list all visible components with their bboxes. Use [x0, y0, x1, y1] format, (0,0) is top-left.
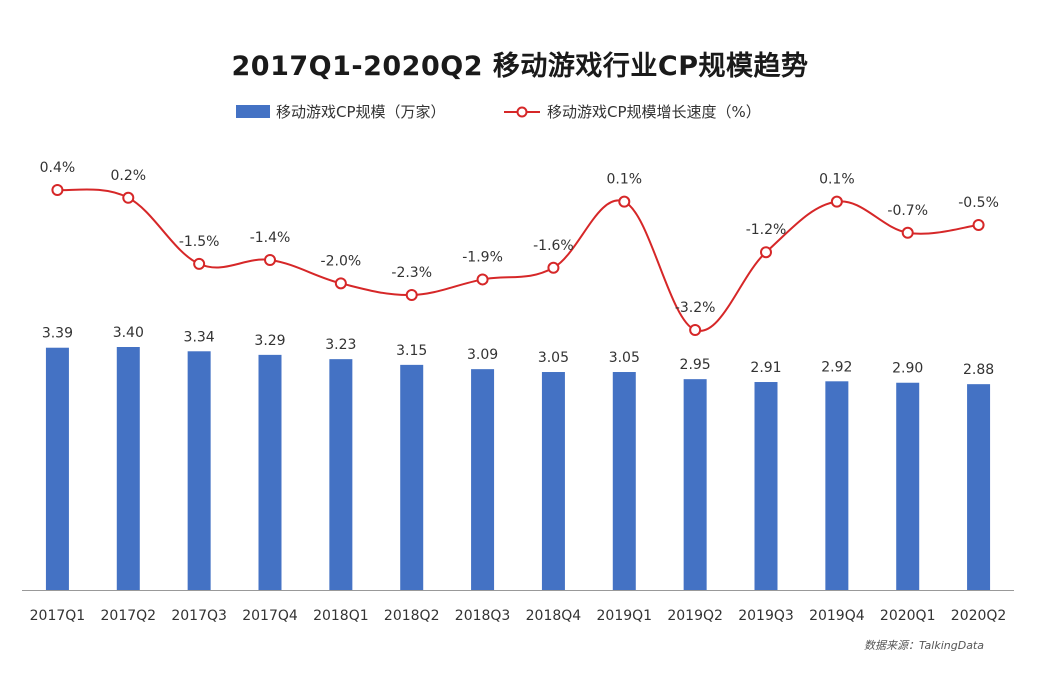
bar-2017Q1	[45, 347, 69, 590]
growth-value-label: -1.6%	[533, 238, 574, 254]
chart-title: 2017Q1-2020Q2 移动游戏行业CP规模趋势	[231, 51, 809, 82]
bar-value-label: 2.90	[892, 361, 923, 377]
bar-value-label: 2.91	[750, 360, 781, 376]
growth-point-2017Q2	[122, 191, 135, 204]
x-tick-label: 2019Q4	[809, 608, 865, 624]
x-tick-label: 2020Q2	[951, 608, 1007, 624]
growth-point-2020Q1	[901, 226, 914, 239]
bar-2020Q1	[896, 382, 920, 590]
growth-point-2019Q1	[618, 195, 631, 208]
growth-point-2018Q2	[405, 289, 418, 301]
bar-value-label: 2.92	[821, 359, 852, 375]
x-tick-label: 2017Q3	[171, 608, 227, 624]
growth-value-label: -3.2%	[675, 300, 716, 316]
growth-point-2017Q1	[51, 184, 64, 196]
growth-point-2019Q3	[760, 246, 772, 259]
growth-value-label: 0.2%	[110, 168, 146, 184]
x-tick-label: 2017Q4	[242, 608, 298, 624]
growth-point-2018Q4	[547, 261, 560, 274]
x-tick-label: 2018Q1	[313, 608, 369, 624]
x-tick-label: 2017Q1	[30, 608, 86, 624]
x-tick-label: 2019Q1	[597, 608, 653, 624]
bar-value-label: 3.23	[325, 337, 356, 353]
legend-label-line: 移动游戏CP规模增长速度（%）	[547, 103, 761, 121]
bar-value-label: 3.15	[396, 343, 427, 359]
bar-value-label: 3.05	[609, 350, 640, 366]
growth-point-2017Q3	[193, 257, 206, 270]
bar-value-label: 3.39	[42, 326, 73, 342]
bar-2018Q4	[541, 372, 565, 590]
bar-2017Q3	[187, 351, 211, 590]
bar-2020Q2	[967, 384, 991, 590]
legend-line-swatch	[504, 106, 540, 117]
bar-2019Q2	[683, 379, 707, 590]
growth-value-label: -2.3%	[391, 265, 432, 281]
bar-2018Q2	[400, 364, 424, 590]
bar-2017Q4	[258, 354, 282, 590]
growth-point-2019Q2	[689, 324, 702, 336]
growth-value-label: -1.9%	[462, 249, 503, 265]
x-tick-label: 2018Q3	[455, 608, 511, 624]
growth-point-2018Q1	[334, 277, 347, 290]
x-tick-label: 2017Q2	[101, 608, 157, 624]
growth-point-2018Q3	[476, 273, 489, 286]
x-tick-label: 2020Q1	[880, 608, 936, 624]
legend-label-bar: 移动游戏CP规模（万家）	[276, 103, 446, 121]
growth-point-2019Q4	[830, 195, 843, 208]
bar-value-label: 2.95	[680, 357, 711, 373]
growth-value-label: 0.1%	[606, 172, 642, 188]
bar-value-label: 3.05	[538, 350, 569, 366]
legend: 移动游戏CP规模（万家） 移动游戏CP规模增长速度（%）	[0, 101, 1040, 125]
growth-value-label: 0.4%	[40, 160, 76, 176]
growth-value-label: -2.0%	[321, 253, 362, 269]
legend-bar-swatch	[236, 105, 270, 118]
growth-value-label: -1.4%	[250, 230, 291, 246]
growth-value-label: -0.5%	[958, 195, 999, 211]
growth-value-label: -1.2%	[746, 222, 787, 238]
source-note: 数据来源：TalkingData	[863, 639, 984, 652]
growth-value-label: -1.5%	[179, 234, 220, 250]
legend-item-line: 移动游戏CP规模增长速度（%）	[503, 101, 761, 122]
x-tick-label: 2019Q2	[667, 608, 723, 624]
x-tick-label: 2019Q3	[738, 608, 794, 624]
bar-2018Q1	[329, 359, 353, 590]
bar-value-label: 3.34	[184, 329, 215, 345]
legend-item-bar: 移动游戏CP规模（万家）	[236, 101, 446, 122]
growth-value-label: -0.7%	[887, 203, 928, 219]
bar-2019Q1	[612, 372, 636, 590]
bar-value-label: 2.88	[963, 362, 994, 378]
growth-value-label: 0.1%	[819, 172, 855, 188]
growth-point-2017Q4	[264, 254, 276, 266]
bar-value-label: 3.29	[254, 333, 285, 349]
bar-value-label: 3.40	[113, 325, 144, 341]
bar-2018Q3	[471, 369, 495, 590]
bar-2017Q2	[116, 347, 140, 590]
bar-value-label: 3.09	[467, 347, 498, 363]
growth-point-2020Q2	[972, 219, 985, 231]
bar-2019Q4	[825, 381, 849, 590]
bar-2019Q3	[754, 382, 778, 590]
x-tick-label: 2018Q2	[384, 608, 440, 624]
x-tick-label: 2018Q4	[526, 608, 582, 624]
